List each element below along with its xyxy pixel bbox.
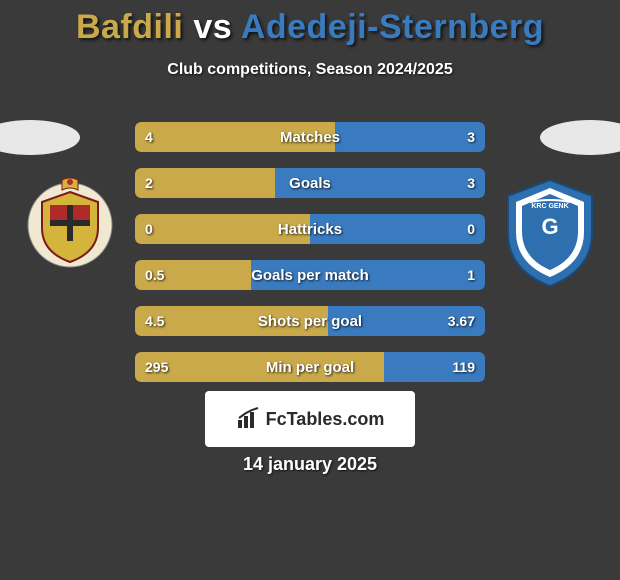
- stat-row: 43Matches: [135, 122, 485, 152]
- stat-label: Goals per match: [135, 260, 485, 290]
- player-right-silhouette: [540, 120, 620, 155]
- fctables-logo-box: FcTables.com: [205, 391, 415, 447]
- club-badge-right: G KRC GENK: [500, 178, 600, 288]
- player-left-silhouette: [0, 120, 80, 155]
- stat-label: Hattricks: [135, 214, 485, 244]
- club-badge-left: [20, 170, 120, 270]
- snapshot-date: 14 january 2025: [0, 454, 620, 475]
- stat-row: 4.53.67Shots per goal: [135, 306, 485, 336]
- stat-label: Goals: [135, 168, 485, 198]
- fctables-text: FcTables.com: [266, 409, 385, 430]
- season-subtitle: Club competitions, Season 2024/2025: [0, 61, 620, 79]
- stat-label: Shots per goal: [135, 306, 485, 336]
- player-right-name: Adedeji-Sternberg: [241, 8, 544, 46]
- svg-text:G: G: [541, 214, 558, 239]
- stat-label: Min per goal: [135, 352, 485, 382]
- stats-bars: 43Matches 23Goals 00Hattricks 0.51Goals per…: [135, 122, 485, 398]
- player-left-name: Bafdili: [76, 8, 183, 46]
- stat-row: 00Hattricks: [135, 214, 485, 244]
- stat-row: 0.51Goals per match: [135, 260, 485, 290]
- stat-label: Matches: [135, 122, 485, 152]
- fctables-icon: [236, 406, 262, 432]
- comparison-title: Bafdili vs Adedeji-Sternberg: [0, 0, 620, 47]
- svg-text:KRC GENK: KRC GENK: [531, 203, 568, 210]
- stat-row: 23Goals: [135, 168, 485, 198]
- stat-row: 295119Min per goal: [135, 352, 485, 382]
- vs-text: vs: [193, 8, 232, 46]
